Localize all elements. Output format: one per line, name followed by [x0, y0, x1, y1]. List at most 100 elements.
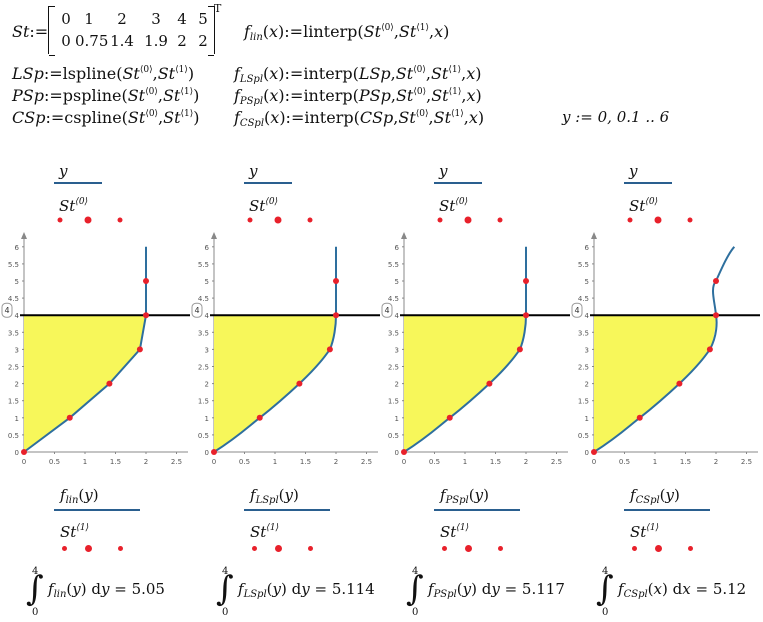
data-point [713, 312, 719, 319]
integral-lower-limit: 0 [412, 607, 419, 618]
transpose-mark: T [214, 2, 222, 15]
y-tick-label: 2.5 [388, 364, 399, 372]
integral-body: flin(y) dy = 5.05 [48, 580, 165, 600]
y-tick-label: 2.5 [8, 364, 19, 372]
y-range-definition[interactable]: y := 0, 0.1 .. 6 [562, 108, 670, 126]
integral-lower-limit: 0 [602, 607, 609, 618]
y-tick-label: 5 [205, 278, 209, 286]
y-tick-label: 4 [395, 312, 400, 320]
top-axis-label[interactable]: y [59, 162, 68, 180]
integral-fill-area [594, 315, 716, 452]
bottom-axis-label[interactable]: fPSpl(y) [440, 486, 489, 506]
data-point [143, 312, 149, 319]
data-point [591, 449, 597, 455]
x-tick-label: 0.5 [619, 458, 630, 466]
bottom-axis-label[interactable]: flin(y) [60, 486, 99, 506]
integral-expression[interactable]: 4 ∫ 0 fCSpl(x) dx = 5.12 [596, 566, 758, 620]
x-tick-label: 0 [402, 458, 406, 466]
data-point [21, 449, 27, 455]
y-tick-label: 4.5 [8, 295, 19, 303]
integral-upper-limit: 4 [32, 566, 39, 577]
plot-lspl[interactable]: 0 0.5 1 1.5 2 2.5 3 3.5 4 4.5 5 5.5 6 0 0.5 1 1.5 2 2.5 4 [190, 205, 380, 505]
integral-expression[interactable]: 4 ∫ 0 fLSpl(y) dy = 5.114 [216, 566, 378, 620]
y-tick-label: 4 [15, 312, 20, 320]
y-tick-label: 1.5 [388, 398, 399, 406]
data-point [676, 380, 683, 387]
y-tick-label: 4 [205, 312, 210, 320]
csp-definition[interactable]: CSp:=cspline(St⟨0⟩,St⟨1⟩) [12, 108, 200, 127]
legend-dot [84, 216, 92, 224]
data-point [256, 414, 263, 421]
integral-result: 5.114 [331, 580, 375, 598]
plot-pspl[interactable]: 0 0.5 1 1.5 2 2.5 3 3.5 4 4.5 5 5.5 6 0 0.5 1 1.5 2 2.5 4 [380, 205, 570, 505]
top-axis-label-2[interactable]: St⟨0⟩ [249, 197, 279, 215]
integral-body: fCSpl(x) dx = 5.12 [618, 580, 747, 600]
fpspl-definition[interactable]: fPSpl(x):=interp(PSp,St⟨0⟩,St⟨1⟩,x) [234, 86, 482, 107]
y-tick-label: 4.5 [578, 295, 589, 303]
flin-definition[interactable]: flin(x):=linterp(St⟨0⟩,St⟨1⟩,x) [244, 22, 450, 43]
top-axis-label[interactable]: y [629, 162, 638, 180]
y-tick-label: 5 [15, 278, 19, 286]
data-point [636, 414, 643, 421]
placeholder-line [244, 509, 330, 511]
marker-badge [1, 302, 13, 318]
legend-dot [464, 544, 472, 552]
y-tick-label: 0 [205, 449, 209, 457]
plot-cspl[interactable]: 0 0.5 1 1.5 2 2.5 3 3.5 4 4.5 5 5.5 6 0 0.5 1 1.5 2 2.5 4 [570, 205, 760, 505]
placeholder-line [434, 182, 482, 184]
y-axis-arrow [21, 232, 27, 239]
psp-definition[interactable]: PSp:=pspline(St⟨0⟩,St⟨1⟩) [12, 86, 200, 105]
matrix-cell: 1 [84, 10, 94, 28]
legend-dot [274, 216, 282, 224]
x-tick-label: 1 [273, 458, 277, 466]
bottom-axis-label-2[interactable]: St⟨1⟩ [630, 523, 660, 541]
x-tick-label: 1.5 [300, 458, 311, 466]
data-point [486, 380, 493, 387]
top-axis-label[interactable]: y [249, 162, 258, 180]
integral-expression[interactable]: 4 ∫ 0 fPSpl(y) dy = 5.117 [406, 566, 568, 620]
x-tick-label: 1.5 [110, 458, 121, 466]
bottom-axis-label-2[interactable]: St⟨1⟩ [60, 523, 90, 541]
data-point [333, 312, 339, 319]
data-point [713, 278, 719, 284]
bottom-axis-label-2[interactable]: St⟨1⟩ [440, 523, 470, 541]
integral-expression[interactable]: 4 ∫ 0 flin(y) dy = 5.05 [26, 566, 188, 620]
matrix-cell: 1.4 [110, 32, 134, 50]
legend-dot [274, 544, 282, 552]
integral-result: 5.12 [712, 580, 747, 598]
lsp-definition[interactable]: LSp:=lspline(St⟨0⟩,St⟨1⟩) [12, 64, 195, 83]
x-tick-label: 2.5 [361, 458, 372, 466]
data-point [706, 346, 713, 353]
legend-dot [307, 217, 313, 223]
top-axis-label-2[interactable]: St⟨0⟩ [439, 197, 469, 215]
marker-badge [191, 302, 203, 318]
flspl-definition[interactable]: fLSpl(x):=interp(LSp,St⟨0⟩,St⟨1⟩,x) [234, 64, 482, 85]
integral-sign: ∫ [216, 569, 234, 609]
y-tick-label: 1 [585, 415, 589, 423]
top-axis-label-2[interactable]: St⟨0⟩ [59, 197, 89, 215]
y-tick-label: 1 [395, 415, 399, 423]
plot-lin[interactable]: 0 0.5 1 1.5 2 2.5 3 3.5 4 4.5 5 5.5 6 0 0.5 1 1.5 2 2.5 4 [0, 205, 190, 505]
data-point [523, 312, 529, 319]
integral-upper-limit: 4 [412, 566, 419, 577]
st-assign: St:= [12, 22, 49, 41]
legend-dot [437, 217, 443, 223]
top-axis-label-2[interactable]: St⟨0⟩ [629, 197, 659, 215]
bottom-axis-label-2[interactable]: St⟨1⟩ [250, 523, 280, 541]
x-tick-label: 1.5 [490, 458, 501, 466]
bottom-axis-label[interactable]: fLSpl(y) [250, 486, 299, 506]
matrix-cell: 5 [198, 10, 208, 28]
y-tick-label: 2 [585, 381, 589, 389]
data-point [296, 380, 303, 387]
bottom-axis-label[interactable]: fCSpl(y) [630, 486, 680, 506]
data-point [143, 278, 149, 284]
placeholder-line [244, 182, 292, 184]
y-tick-label: 3 [205, 346, 209, 354]
legend-dot [687, 545, 693, 551]
legend-dot [61, 545, 67, 551]
top-axis-label[interactable]: y [439, 162, 448, 180]
placeholder-line [54, 182, 102, 184]
x-tick-label: 2 [334, 458, 338, 466]
fcspl-definition[interactable]: fCSpl(x):=interp(CSp,St⟨0⟩,St⟨1⟩,x) [234, 108, 485, 129]
